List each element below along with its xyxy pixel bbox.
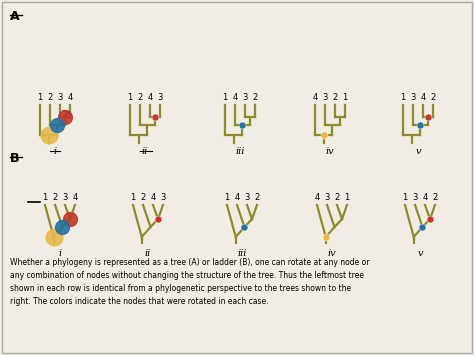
Text: 2: 2 (137, 93, 143, 102)
Text: 2: 2 (334, 193, 340, 202)
Text: ii: ii (142, 147, 148, 156)
Text: ii: ii (145, 249, 151, 258)
Text: iv: iv (328, 249, 337, 258)
Text: 3: 3 (322, 93, 328, 102)
Text: 4: 4 (312, 93, 318, 102)
Text: 4: 4 (422, 193, 428, 202)
Text: 2: 2 (140, 193, 146, 202)
Text: 4: 4 (147, 93, 153, 102)
Text: i: i (58, 249, 62, 258)
Text: A: A (10, 10, 19, 23)
Text: shown in each row is identical from a phylogenetic perspective to the trees show: shown in each row is identical from a ph… (10, 284, 351, 293)
Text: any combination of nodes without changing the structure of the tree. Thus the le: any combination of nodes without changin… (10, 271, 364, 280)
Text: 4: 4 (234, 193, 240, 202)
Text: 1: 1 (130, 193, 136, 202)
Text: 1: 1 (345, 193, 350, 202)
Text: 1: 1 (222, 93, 228, 102)
Text: 4: 4 (232, 93, 237, 102)
Text: 4: 4 (67, 93, 73, 102)
Text: 2: 2 (52, 193, 58, 202)
Text: 1: 1 (37, 93, 43, 102)
Text: 3: 3 (410, 93, 416, 102)
Text: 1: 1 (128, 93, 133, 102)
Text: iii: iii (235, 147, 245, 156)
Text: 3: 3 (324, 193, 330, 202)
Text: 4: 4 (420, 93, 426, 102)
Text: i: i (54, 147, 56, 156)
Text: 3: 3 (242, 93, 248, 102)
Text: iii: iii (237, 249, 246, 258)
Text: 3: 3 (62, 193, 68, 202)
Text: 2: 2 (47, 93, 53, 102)
Text: v: v (415, 147, 421, 156)
Text: 3: 3 (57, 93, 63, 102)
Text: 4: 4 (150, 193, 155, 202)
Text: 1: 1 (402, 193, 408, 202)
Text: Whether a phylogeny is represented as a tree (A) or ladder (B), one can rotate a: Whether a phylogeny is represented as a … (10, 258, 370, 267)
Text: 3: 3 (244, 193, 250, 202)
Text: 3: 3 (157, 93, 163, 102)
Text: 1: 1 (42, 193, 47, 202)
Text: 1: 1 (224, 193, 229, 202)
Text: B: B (10, 152, 19, 165)
Text: 1: 1 (401, 93, 406, 102)
Text: 2: 2 (255, 193, 260, 202)
Text: 2: 2 (332, 93, 337, 102)
Text: 2: 2 (430, 93, 436, 102)
Text: 4: 4 (73, 193, 78, 202)
Text: right. The colors indicate the nodes that were rotated in each case.: right. The colors indicate the nodes tha… (10, 297, 268, 306)
Text: 1: 1 (342, 93, 347, 102)
Text: 4: 4 (314, 193, 319, 202)
Text: 3: 3 (160, 193, 166, 202)
Text: v: v (417, 249, 423, 258)
Text: 2: 2 (252, 93, 258, 102)
Text: 3: 3 (412, 193, 418, 202)
Text: iv: iv (326, 147, 334, 156)
Text: 2: 2 (432, 193, 438, 202)
